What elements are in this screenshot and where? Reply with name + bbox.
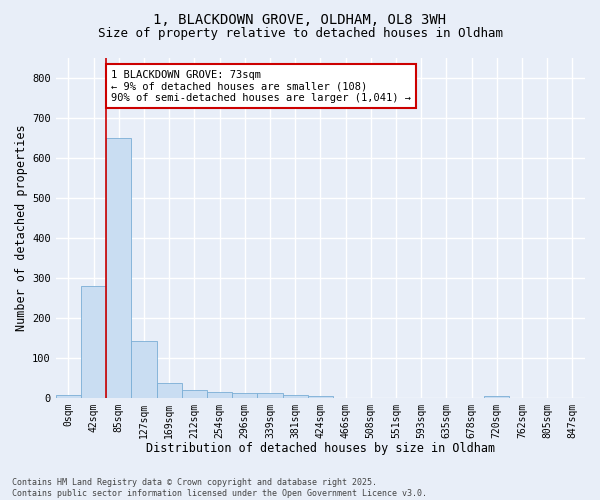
Text: Size of property relative to detached houses in Oldham: Size of property relative to detached ho… <box>97 28 503 40</box>
Bar <box>308 396 333 398</box>
Bar <box>207 392 232 398</box>
Bar <box>106 138 131 398</box>
Text: 1, BLACKDOWN GROVE, OLDHAM, OL8 3WH: 1, BLACKDOWN GROVE, OLDHAM, OL8 3WH <box>154 12 446 26</box>
Bar <box>283 395 308 398</box>
Bar <box>157 382 182 398</box>
X-axis label: Distribution of detached houses by size in Oldham: Distribution of detached houses by size … <box>146 442 495 455</box>
Bar <box>81 286 106 398</box>
Bar <box>257 393 283 398</box>
Bar <box>131 341 157 398</box>
Bar <box>232 392 257 398</box>
Y-axis label: Number of detached properties: Number of detached properties <box>15 124 28 331</box>
Bar <box>56 394 81 398</box>
Text: 1 BLACKDOWN GROVE: 73sqm
← 9% of detached houses are smaller (108)
90% of semi-d: 1 BLACKDOWN GROVE: 73sqm ← 9% of detache… <box>111 70 411 102</box>
Text: Contains HM Land Registry data © Crown copyright and database right 2025.
Contai: Contains HM Land Registry data © Crown c… <box>12 478 427 498</box>
Bar <box>182 390 207 398</box>
Bar <box>484 396 509 398</box>
